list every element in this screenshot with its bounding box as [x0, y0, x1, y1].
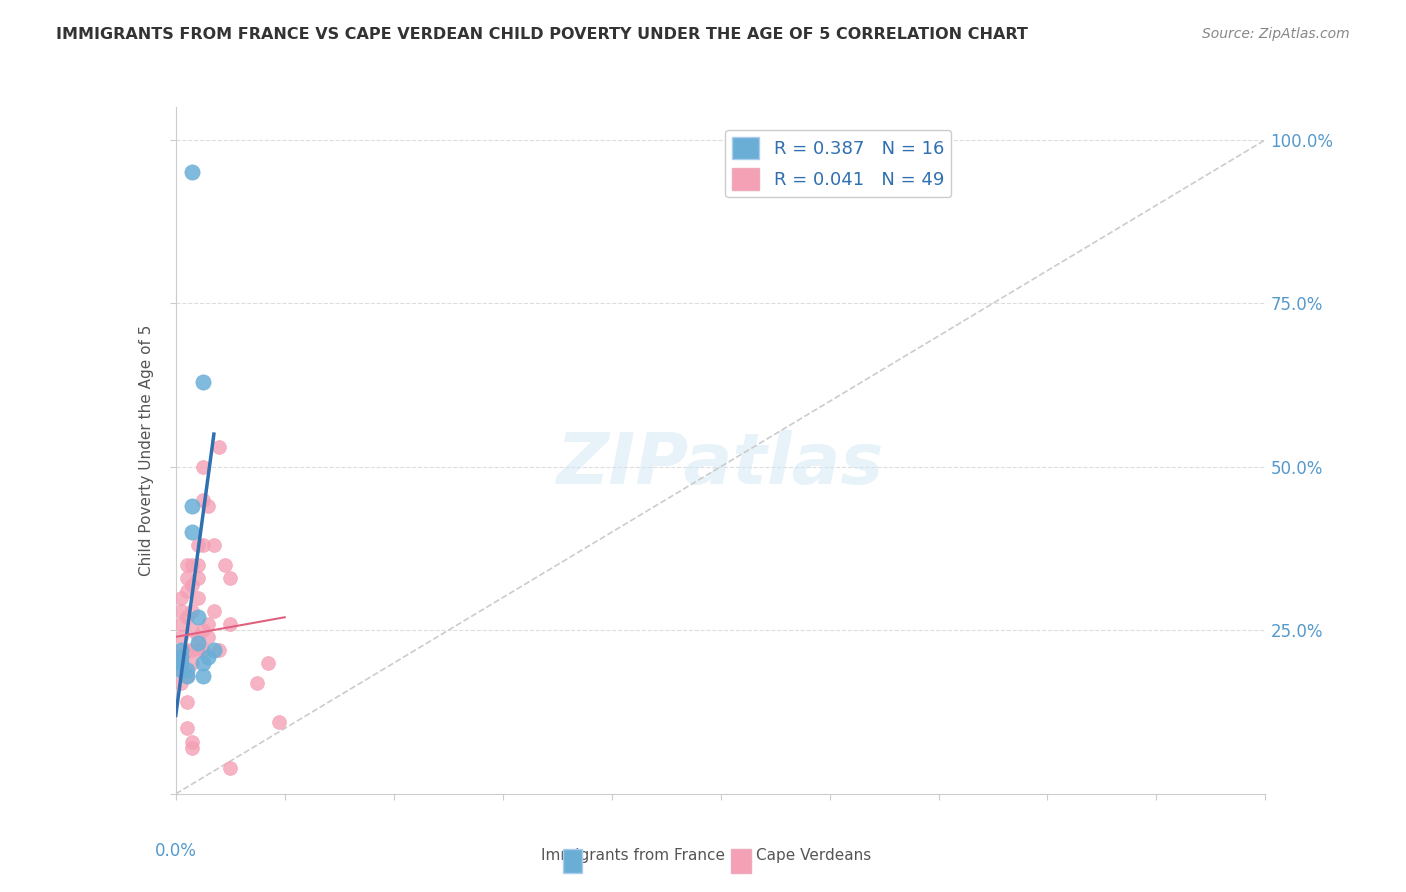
Point	[170, 604, 193, 618]
Text: Immigrants from France: Immigrants from France	[541, 847, 725, 863]
Text: ZIPatlas: ZIPatlas	[557, 430, 884, 499]
Point	[186, 630, 209, 644]
Point	[191, 459, 214, 474]
Text: IMMIGRANTS FROM FRANCE VS CAPE VERDEAN CHILD POVERTY UNDER THE AGE OF 5 CORRELAT: IMMIGRANTS FROM FRANCE VS CAPE VERDEAN C…	[56, 27, 1028, 42]
Text: 0.0%: 0.0%	[155, 842, 197, 860]
Point	[176, 643, 198, 657]
Point	[176, 669, 198, 683]
Point	[191, 669, 214, 683]
Point	[191, 375, 214, 389]
Point	[186, 538, 209, 552]
Legend: R = 0.387   N = 16, R = 0.041   N = 49: R = 0.387 N = 16, R = 0.041 N = 49	[725, 130, 952, 197]
Point	[186, 636, 209, 650]
Point	[176, 584, 198, 599]
Point	[214, 558, 236, 572]
Point	[181, 741, 204, 756]
Point	[191, 656, 214, 670]
Point	[197, 630, 219, 644]
Point	[219, 571, 242, 585]
Point	[219, 761, 242, 775]
Point	[197, 649, 219, 664]
Point	[170, 630, 193, 644]
Point	[197, 616, 219, 631]
FancyBboxPatch shape	[731, 849, 751, 873]
Point	[202, 604, 225, 618]
Point	[170, 643, 193, 657]
Point	[170, 649, 193, 664]
Point	[170, 663, 193, 677]
Point	[202, 538, 225, 552]
Point	[186, 571, 209, 585]
Point	[186, 610, 209, 624]
Point	[208, 440, 231, 454]
Point	[191, 643, 214, 657]
Point	[181, 734, 204, 748]
Point	[170, 663, 193, 677]
Point	[219, 616, 242, 631]
Point	[181, 643, 204, 657]
Point	[181, 577, 204, 591]
Point	[176, 610, 198, 624]
Point	[170, 591, 193, 605]
Text: Source: ZipAtlas.com: Source: ZipAtlas.com	[1202, 27, 1350, 41]
Point	[186, 558, 209, 572]
Point	[202, 643, 225, 657]
Point	[181, 656, 204, 670]
Point	[170, 675, 193, 690]
Point	[181, 624, 204, 638]
Point	[191, 624, 214, 638]
Y-axis label: Child Poverty Under the Age of 5: Child Poverty Under the Age of 5	[139, 325, 155, 576]
Point	[191, 492, 214, 507]
Point	[170, 649, 193, 664]
Point	[257, 656, 280, 670]
Point	[170, 616, 193, 631]
Point	[181, 525, 204, 540]
Point	[181, 165, 204, 179]
Point	[181, 499, 204, 513]
Point	[181, 604, 204, 618]
Point	[176, 669, 198, 683]
Point	[176, 722, 198, 736]
Point	[246, 675, 269, 690]
Text: Cape Verdeans: Cape Verdeans	[755, 847, 870, 863]
Point	[181, 558, 204, 572]
Point	[176, 558, 198, 572]
Point	[176, 695, 198, 709]
Point	[186, 643, 209, 657]
Point	[170, 643, 193, 657]
Point	[186, 591, 209, 605]
Point	[208, 643, 231, 657]
Point	[191, 538, 214, 552]
Point	[269, 714, 291, 729]
Point	[197, 499, 219, 513]
Point	[170, 656, 193, 670]
Point	[176, 663, 198, 677]
Point	[176, 571, 198, 585]
FancyBboxPatch shape	[562, 849, 582, 873]
